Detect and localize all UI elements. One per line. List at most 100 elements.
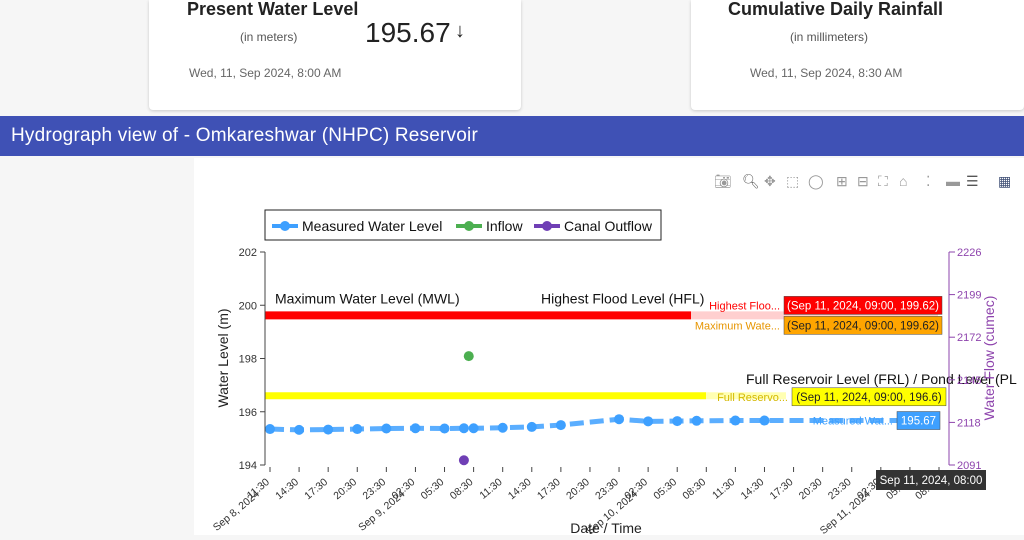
rainfall-card: Cumulative Daily Rainfall (in millimeter… (691, 0, 1024, 110)
y-tick-label: 194 (239, 460, 257, 472)
x-tick-label: 05:30 (419, 476, 447, 502)
hover-hfl-text: (Sep 11, 2024, 09:00, 199.62) (787, 300, 939, 312)
legend: Measured Water Level Inflow Canal Outflo… (264, 209, 662, 241)
measured-water-level-point (643, 416, 654, 427)
x-tick-label: 23:30 (826, 476, 854, 502)
hover-mwl-text: (Sep 11, 2024, 09:00, 199.62) (787, 320, 939, 332)
x-tick-label: 17:30 (302, 476, 330, 502)
canal-outflow-point (458, 455, 469, 466)
hover-closest-icon[interactable]: ▬ (946, 173, 960, 189)
pan-icon[interactable]: ✥ (764, 173, 776, 189)
inflow-point (463, 351, 474, 362)
hfl-label: Highest Flood Level (HFL) (541, 290, 704, 306)
x-tick-label: 14:30 (273, 476, 301, 502)
legend-marker-measured (280, 221, 290, 231)
measured-water-level-point (555, 420, 566, 431)
hover-mwl-trace: Maximum Wate... (695, 320, 780, 332)
x-tick-label: 11:30 (710, 476, 737, 502)
measured-water-level-point (352, 424, 363, 435)
measured-water-level-point (294, 424, 305, 435)
x-tick-label: 08:30 (680, 476, 708, 502)
legend-label-inflow: Inflow (486, 218, 523, 234)
x-tick-label: Sep 11, 2024 (818, 488, 873, 535)
measured-water-level-point (526, 421, 537, 432)
hover-compare-icon[interactable]: ☰ (966, 173, 979, 189)
rainfall-title: Cumulative Daily Rainfall (728, 0, 944, 19)
y-axis-title: Water Level (m) (215, 308, 231, 407)
hover-measured-text: 195.67 (901, 416, 936, 428)
measured-water-level-point (759, 415, 770, 426)
measured-water-level-point (497, 422, 508, 433)
arrow-down-icon: ↓ (455, 20, 465, 42)
x-hover-box (876, 470, 986, 490)
y2-axis-title: Water Flow (cumec) (981, 296, 997, 421)
x-tick-label: 23:30 (593, 476, 621, 502)
x-tick-label: 23:30 (360, 476, 388, 502)
measured-water-level-point (410, 423, 421, 434)
x-tick-label: 14:30 (506, 476, 534, 502)
y-tick-label: 200 (239, 300, 257, 312)
legend-item-measured[interactable]: Measured Water Level (272, 218, 442, 234)
x-hover-text: Sep 11, 2024, 08:00 (880, 475, 983, 487)
y2-tick-label: 2091 (957, 460, 981, 472)
modebar: 📷︎ 🔍︎ ✥ ⬚ ◯ ⊞ ⊟ ⛶ ⌂ ⁚ ▬ ☰ ▦ (714, 174, 1020, 192)
hydrograph-plot[interactable]: 📷︎ 🔍︎ ✥ ⬚ ◯ ⊞ ⊟ ⛶ ⌂ ⁚ ▬ ☰ ▦ Maximum Wate… (194, 158, 1024, 537)
mwl-label: Maximum Water Level (MWL) (275, 290, 460, 306)
x-tick-label: 20:30 (331, 476, 359, 502)
legend-label-outflow: Canal Outflow (564, 218, 653, 234)
box-select-icon[interactable]: ⬚ (786, 173, 800, 189)
y2-tick-label: 2172 (957, 332, 981, 344)
rainfall-unit: (in millimeters) (790, 30, 868, 44)
zoom-out-icon[interactable]: ⊟ (857, 173, 869, 189)
x-tick-label: 20:30 (797, 476, 825, 502)
x-tick-label: 14:30 (739, 476, 767, 502)
measured-water-level-point (614, 414, 625, 425)
measured-water-level-point (730, 415, 741, 426)
legend-label-measured: Measured Water Level (302, 218, 442, 234)
zoom-in-icon[interactable]: ⊞ (836, 173, 848, 189)
hover-measured-box (896, 411, 941, 430)
measured-water-level-point (672, 416, 683, 427)
water-level-card: Present Water Level (in meters) 195.67 ↓… (149, 0, 521, 110)
y2-tick-label: 2199 (957, 290, 981, 302)
x-tick-label: 11:30 (477, 476, 504, 502)
legend-marker-inflow (464, 221, 474, 231)
zoom-icon[interactable]: 🔍︎ (742, 173, 760, 189)
x-tick-label: Sep 8, 2024 (211, 488, 262, 534)
legend-item-inflow[interactable]: Inflow (456, 218, 523, 234)
hover-hfl-box (783, 296, 943, 315)
measured-water-level-point (468, 423, 479, 434)
measured-water-level-point (691, 415, 702, 426)
hover-mwl-box (783, 316, 943, 335)
autoscale-icon[interactable]: ⛶ (878, 173, 888, 189)
lasso-icon[interactable]: ◯ (808, 173, 824, 189)
x-tick-label: 20:30 (564, 476, 592, 502)
measured-water-level-point (381, 423, 392, 434)
y2-tick-label: 2145 (957, 375, 981, 387)
hover-frl-text: (Sep 11, 2024, 09:00, 196.6) (796, 392, 942, 404)
banner-title: Hydrograph view of - Omkareshwar (NHPC) … (11, 125, 478, 146)
water-level-title: Present Water Level (187, 0, 359, 19)
camera-icon[interactable]: 📷︎ (714, 173, 732, 189)
water-level-date: Wed, 11, Sep 2024, 8:00 AM (189, 66, 342, 80)
plotly-logo-icon[interactable]: ▦ (998, 173, 1012, 189)
y-tick-label: 196 (239, 407, 257, 419)
hydrograph-banner: Hydrograph view of - Omkareshwar (NHPC) … (0, 116, 1024, 156)
y2-tick-label: 2226 (957, 247, 981, 259)
x-tick-label: 17:30 (535, 476, 563, 502)
measured-water-level-point (323, 424, 334, 435)
y2-tick-label: 2118 (957, 417, 981, 429)
reset-axes-icon[interactable]: ⌂ (899, 173, 908, 189)
hover-frl-box (791, 387, 947, 407)
hydrograph-chart: Maximum Water Level (MWL) Highest Flood L… (211, 209, 1017, 537)
measured-water-level-point (265, 424, 275, 435)
measured-water-level-point (458, 423, 469, 434)
y-tick-label: 198 (239, 354, 257, 366)
legend-marker-outflow (542, 221, 552, 231)
x-tick-label: 17:30 (768, 476, 796, 502)
legend-item-outflow[interactable]: Canal Outflow (534, 218, 653, 234)
hover-hfl-trace: Highest Floo... (709, 300, 780, 312)
x-axis-title: Date / Time (570, 520, 642, 535)
spike-lines-icon[interactable]: ⁚ (926, 173, 931, 189)
measured-water-level-point (439, 423, 450, 434)
